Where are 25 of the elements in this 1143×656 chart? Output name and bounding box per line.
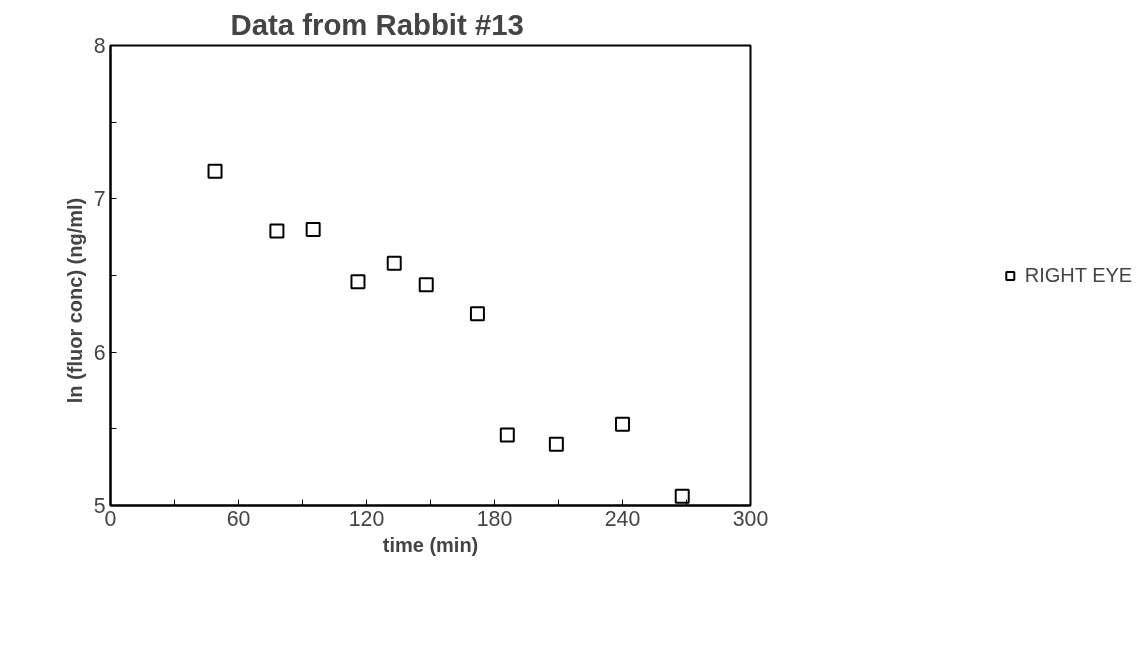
legend-label: RIGHT EYE (1024, 263, 1133, 287)
point (305, 222, 321, 237)
x-tick-label: 120 (348, 506, 385, 531)
point (615, 416, 630, 432)
x-axis-title: time (min) (382, 533, 479, 556)
point (499, 427, 515, 443)
y-tick-label: 6 (93, 340, 106, 365)
point (386, 255, 402, 271)
y-axis-title: ln (fluor conc) (ng/ml) (63, 197, 86, 404)
y-tick-label: 7 (93, 187, 106, 212)
point (350, 274, 366, 290)
point (418, 277, 434, 293)
x-tick-label: 300 (732, 506, 769, 531)
x-tick-label: 180 (476, 506, 513, 531)
x-tick-label: 60 (226, 506, 251, 531)
y-tick-label: 5 (93, 494, 106, 518)
point (469, 306, 485, 322)
chart-title: Data from Rabbit #13 (230, 7, 524, 41)
x-tick-label: 240 (604, 506, 641, 531)
point (269, 223, 285, 239)
y-tick-label: 8 (93, 34, 106, 58)
point (548, 436, 564, 452)
point (674, 488, 690, 504)
x-tick-label: 0 (104, 506, 117, 531)
point (207, 163, 223, 179)
